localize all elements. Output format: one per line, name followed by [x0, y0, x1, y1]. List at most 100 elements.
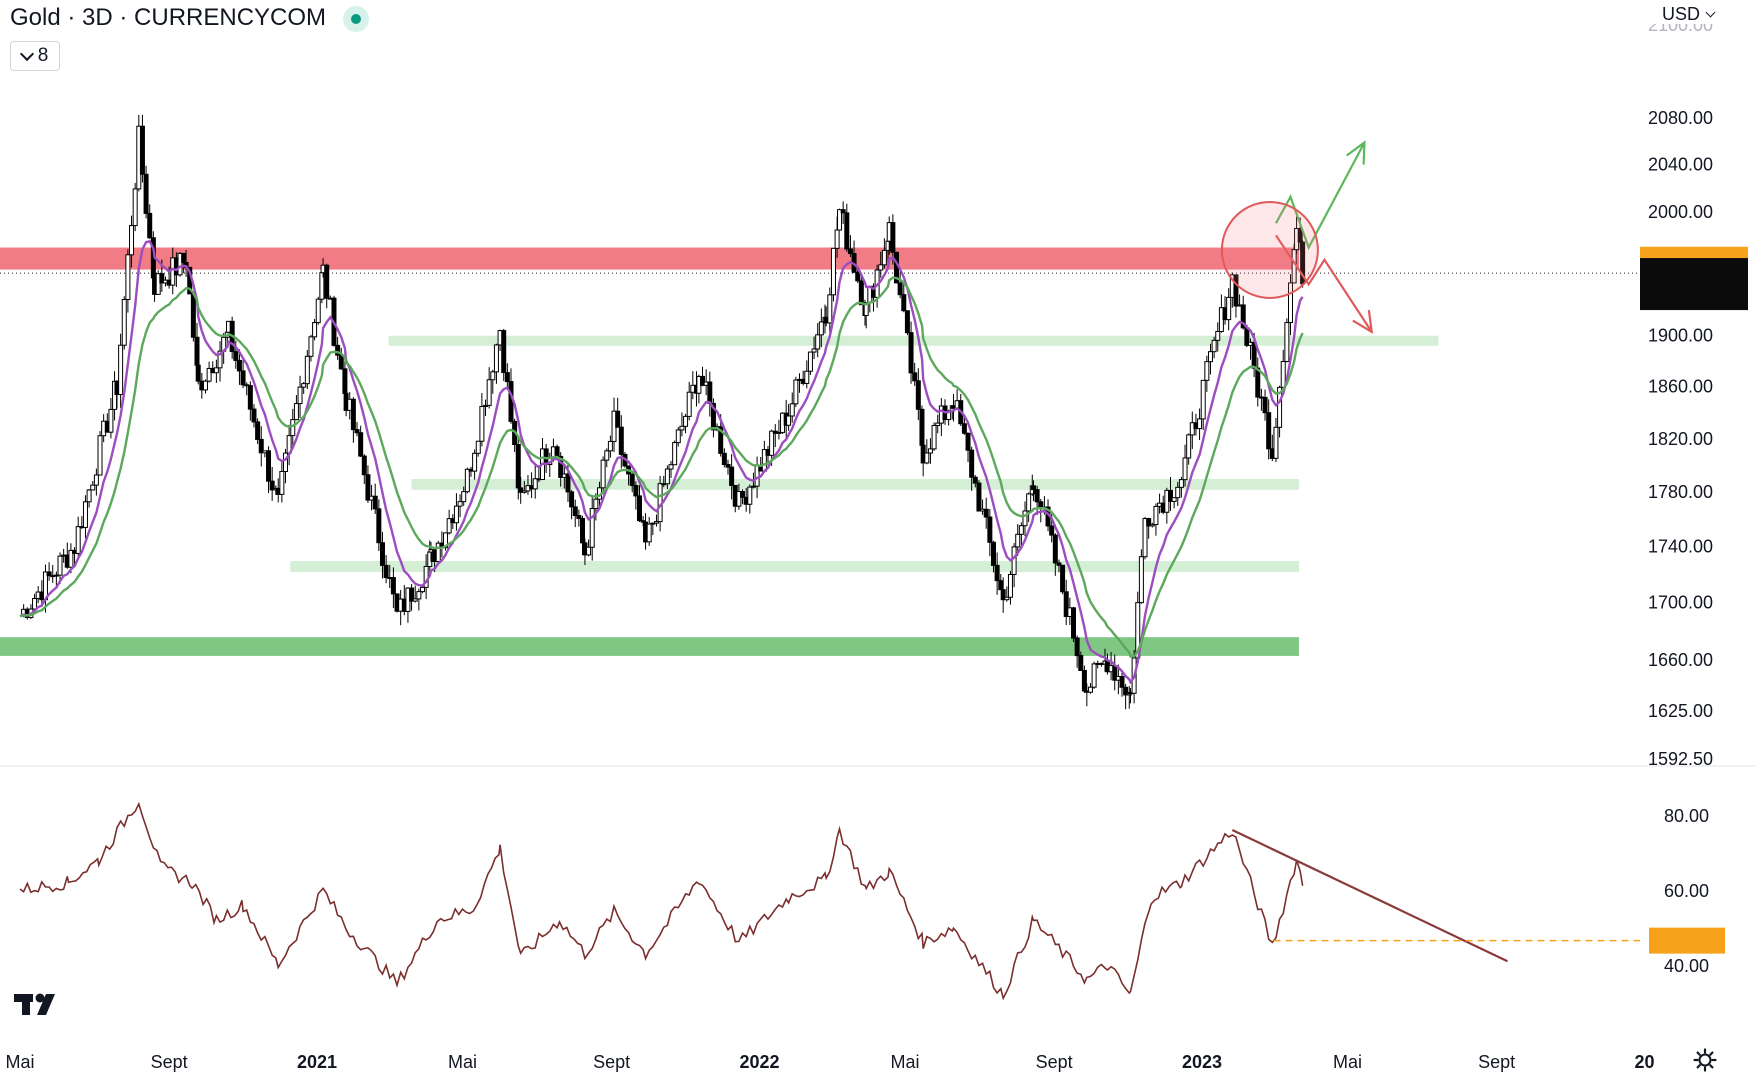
- candle: [600, 456, 606, 495]
- candle: [672, 440, 678, 466]
- candle: [1022, 501, 1028, 537]
- candle: [457, 494, 463, 518]
- candle: [501, 328, 507, 381]
- price-axis-label: 2000.00: [1648, 202, 1713, 222]
- candle: [729, 454, 735, 500]
- candle: [636, 485, 642, 523]
- candle: [881, 238, 887, 269]
- candle: [521, 480, 527, 494]
- candle: [901, 283, 907, 313]
- candle: [804, 360, 810, 389]
- candle: [143, 165, 149, 219]
- price-axis-label: 2100.00: [1648, 15, 1713, 35]
- candle: [847, 235, 853, 257]
- candle: [586, 539, 592, 557]
- candle: [324, 263, 330, 309]
- candle: [1284, 318, 1290, 363]
- candle: [1138, 549, 1144, 604]
- candle: [576, 509, 582, 527]
- candle: [1186, 433, 1192, 465]
- candle: [927, 438, 933, 464]
- candle: [290, 408, 296, 446]
- candle: [504, 363, 510, 388]
- candle: [315, 296, 321, 325]
- candle: [139, 114, 145, 183]
- candle: [121, 296, 127, 350]
- candle: [1142, 516, 1148, 560]
- last-price-tag: [1640, 258, 1748, 311]
- candle: [1056, 559, 1062, 573]
- candle: [177, 252, 183, 277]
- price-axis-label: 1625.00: [1648, 701, 1713, 721]
- candle: [132, 182, 138, 232]
- candle: [1273, 417, 1279, 463]
- candle: [190, 291, 196, 342]
- candle: [931, 422, 937, 451]
- candle: [1149, 522, 1155, 528]
- candles: [21, 114, 1306, 710]
- gear-icon[interactable]: [1693, 1048, 1717, 1072]
- candle: [383, 555, 389, 584]
- candle: [1074, 635, 1080, 668]
- candle: [147, 204, 153, 240]
- candle: [412, 585, 418, 603]
- time-axis-label: 20: [1634, 1052, 1654, 1072]
- candle: [93, 468, 99, 496]
- scenario-up-arrow-head: [1346, 140, 1366, 165]
- candle: [118, 333, 124, 408]
- candle: [793, 376, 799, 408]
- candle: [266, 446, 272, 494]
- indicators-toggle-button[interactable]: 8: [10, 41, 60, 71]
- candle: [90, 481, 96, 491]
- candle: [811, 336, 817, 359]
- candle: [57, 552, 63, 584]
- candle: [721, 448, 727, 468]
- candle: [409, 584, 415, 611]
- candle: [851, 240, 857, 274]
- candle: [416, 588, 422, 611]
- price-axis-label: 1740.00: [1648, 537, 1713, 557]
- candle: [837, 208, 843, 231]
- rsi-axis-label: 60.00: [1664, 881, 1709, 901]
- candle: [1078, 651, 1084, 671]
- candle: [683, 413, 689, 434]
- candle: [53, 571, 59, 588]
- candle: [679, 412, 685, 437]
- candle: [361, 454, 367, 484]
- candle: [972, 475, 978, 488]
- candle: [1011, 543, 1017, 588]
- time-axis-label: Mai: [1333, 1052, 1362, 1072]
- candle: [82, 495, 88, 539]
- candle: [604, 448, 610, 468]
- candle: [572, 499, 578, 528]
- scenario-up-arrow: [1274, 142, 1366, 251]
- currency-selector[interactable]: USD: [1662, 4, 1716, 25]
- candle: [453, 493, 459, 531]
- candle: [815, 323, 821, 358]
- candle: [969, 446, 975, 491]
- candle: [569, 489, 575, 520]
- time-axis-label: 2021: [297, 1052, 337, 1072]
- candle: [1178, 476, 1184, 498]
- candle: [279, 459, 285, 503]
- candle: [376, 499, 382, 552]
- candle: [1226, 288, 1232, 331]
- candle: [890, 214, 896, 265]
- candle: [618, 415, 624, 469]
- candle: [255, 418, 261, 444]
- candle: [1146, 517, 1152, 539]
- candle: [240, 358, 246, 389]
- candle: [1207, 343, 1213, 375]
- price-axis-label: 1900.00: [1648, 325, 1713, 345]
- candle: [282, 448, 288, 484]
- candle: [1123, 684, 1129, 710]
- candle: [475, 440, 481, 457]
- candle: [486, 367, 492, 409]
- time-axis-label: Sept: [1036, 1052, 1073, 1072]
- candle: [912, 362, 918, 386]
- candle: [686, 381, 692, 421]
- symbol-title[interactable]: Gold · 3D · CURRENCYCOM: [10, 4, 327, 31]
- candle: [840, 201, 846, 224]
- candle: [335, 336, 341, 360]
